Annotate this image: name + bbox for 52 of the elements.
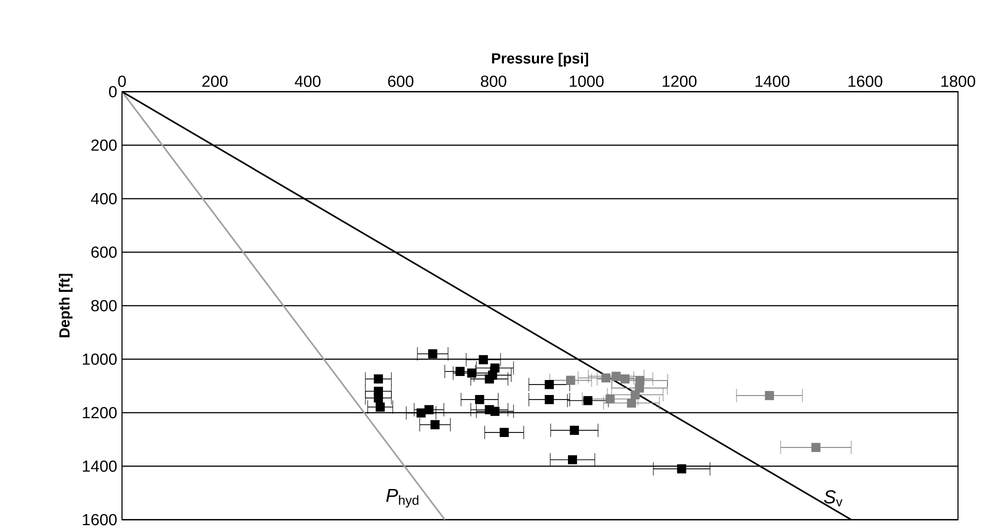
x-axis-title: Pressure [psi] — [492, 52, 588, 67]
y-tick-label: 800 — [91, 300, 117, 312]
y-tick-label: 600 — [91, 246, 117, 258]
point — [430, 420, 440, 430]
x-tick-label: 1800 — [941, 76, 976, 88]
x-tick-label: 1400 — [756, 76, 790, 88]
y-axis-title: Depth [ft] — [58, 274, 73, 338]
point — [601, 374, 610, 383]
point — [606, 394, 615, 404]
series-label: P$_{hyd}$ — [386, 489, 418, 508]
point — [566, 376, 576, 385]
point — [467, 368, 476, 378]
x-tick-label: 200 — [202, 76, 228, 88]
x-tick-label: 400 — [294, 76, 321, 88]
x-tick-label: 800 — [480, 76, 506, 88]
point — [677, 464, 686, 474]
point — [475, 395, 484, 404]
point — [500, 428, 509, 438]
y-tick-label: 1600 — [82, 514, 117, 526]
x-tick-label: 1600 — [848, 76, 882, 88]
point — [620, 374, 630, 384]
point — [570, 426, 579, 436]
point — [811, 443, 820, 452]
point — [428, 349, 438, 359]
y-tick-label: 1400 — [82, 460, 117, 472]
point — [764, 391, 774, 400]
point — [416, 408, 426, 418]
point — [626, 398, 636, 408]
y-tick-label: 0 — [109, 86, 117, 98]
y-tick-label: 1000 — [82, 354, 117, 365]
x-tick-label: 600 — [388, 76, 414, 88]
point — [544, 380, 554, 390]
point — [612, 372, 621, 381]
x-tick-label: 1200 — [662, 76, 697, 88]
point — [568, 455, 578, 464]
point — [484, 374, 494, 384]
point — [376, 402, 385, 412]
series-label: S$_{v}$ — [824, 490, 842, 506]
point — [630, 390, 640, 400]
x-tick-label: 1000 — [570, 76, 604, 88]
point — [374, 394, 383, 403]
y-tick-label: 200 — [91, 140, 117, 151]
point — [424, 405, 434, 414]
point — [544, 395, 554, 404]
x-tick-label: 0 — [118, 76, 126, 88]
point — [490, 406, 500, 416]
y-tick-label: 400 — [90, 193, 117, 204]
point — [456, 367, 465, 376]
point — [374, 374, 383, 384]
point — [478, 355, 488, 364]
point — [583, 396, 592, 406]
y-tick-label: 1200 — [82, 407, 117, 418]
